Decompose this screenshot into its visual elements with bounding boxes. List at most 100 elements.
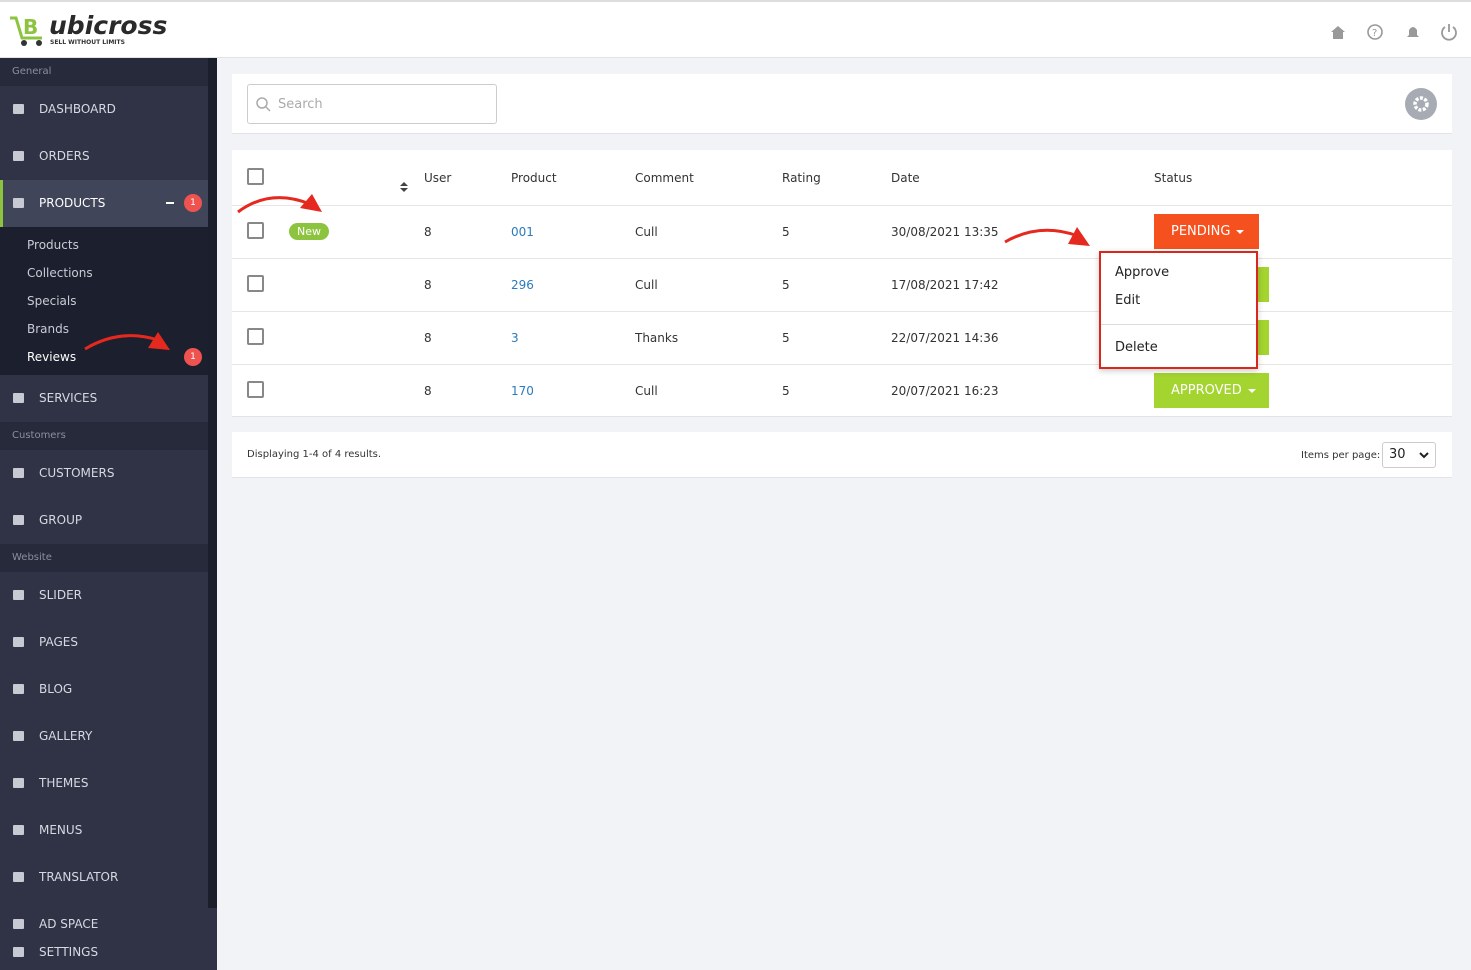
- nav-icon: [13, 393, 24, 403]
- nav-item[interactable]: GALLERY: [0, 713, 217, 760]
- submenu-item[interactable]: Collections: [0, 259, 217, 287]
- status-button[interactable]: PENDING: [1154, 214, 1259, 249]
- nav-label: TRANSLATOR: [39, 870, 119, 884]
- per-page-select[interactable]: 30: [1382, 442, 1436, 468]
- sort-icon[interactable]: [400, 182, 408, 186]
- nav-icon: [13, 637, 24, 647]
- submenu: Products Collections Specials Brands Reviews…: [0, 227, 217, 375]
- select-all[interactable]: [247, 168, 264, 185]
- row-checkbox[interactable]: [247, 275, 264, 292]
- status-dropdown: Approve Edit Delete: [1099, 251, 1258, 369]
- nav-item[interactable]: PRODUCTS 1: [0, 180, 217, 227]
- section-heading: Website: [0, 544, 217, 572]
- nav-item[interactable]: MENUS: [0, 807, 217, 854]
- nav-icon: [13, 104, 24, 114]
- row-checkbox[interactable]: [247, 328, 264, 345]
- comment-cell: Cull: [635, 278, 658, 292]
- nav-label: GALLERY: [39, 729, 93, 743]
- dropdown-item[interactable]: Delete: [1115, 340, 1158, 355]
- nav-item[interactable]: AD SPACE: [0, 901, 217, 948]
- svg-text:B: B: [23, 15, 38, 39]
- nav-label: DASHBOARD: [39, 102, 116, 116]
- scrollbar: [208, 58, 217, 908]
- product-cell[interactable]: 3: [511, 331, 519, 345]
- date-cell: 20/07/2021 16:23: [891, 384, 999, 398]
- section-heading: General: [0, 58, 217, 86]
- nav-item[interactable]: GROUP: [0, 497, 217, 544]
- nav-item[interactable]: DASHBOARD: [0, 86, 217, 133]
- nav-item[interactable]: ORDERS: [0, 133, 217, 180]
- collapse-icon: [166, 202, 174, 204]
- sort-icon[interactable]: [400, 188, 408, 192]
- status-label: PENDING: [1171, 224, 1231, 239]
- nav-label: CUSTOMERS: [39, 466, 115, 480]
- nav-item[interactable]: PAGES: [0, 619, 217, 666]
- nav-item[interactable]: THEMES: [0, 760, 217, 807]
- comment-cell: Thanks: [635, 331, 679, 345]
- submenu-item[interactable]: Brands: [0, 315, 217, 343]
- column-header: Product: [511, 171, 557, 185]
- new-tag: New: [289, 223, 329, 240]
- submenu-item[interactable]: Reviews 1: [0, 343, 217, 371]
- results-summary: Displaying 1-4 of 4 results.: [247, 449, 382, 460]
- logo-icon: B: [10, 15, 42, 46]
- date-cell: 30/08/2021 13:35: [891, 225, 999, 239]
- date-cell: 17/08/2021 17:42: [891, 278, 999, 292]
- svg-text:?: ?: [1372, 28, 1377, 39]
- nav-label: MENUS: [39, 823, 83, 837]
- nav-item[interactable]: SERVICES: [0, 375, 217, 422]
- status-button[interactable]: APPROVED: [1154, 373, 1269, 408]
- submenu-label: Reviews: [27, 350, 77, 364]
- nav-icon: [13, 468, 24, 478]
- rating-cell: 5: [782, 225, 790, 239]
- search-input[interactable]: Search: [247, 84, 497, 124]
- sidebar: General DASHBOARD ORDERS PRODUCTS 1 Products C…: [0, 58, 217, 970]
- settings-label: SETTINGS: [39, 945, 99, 959]
- product-cell[interactable]: 170: [511, 384, 534, 398]
- badge: 1: [184, 194, 202, 212]
- dropdown-item[interactable]: Approve: [1115, 265, 1170, 280]
- column-header: User: [424, 171, 452, 185]
- comment-cell: Cull: [635, 384, 658, 398]
- nav-label: ORDERS: [39, 149, 90, 163]
- badge: 1: [184, 348, 202, 366]
- status-label: APPROVED: [1171, 383, 1242, 398]
- settings-button[interactable]: [1405, 88, 1437, 120]
- rating-cell: 5: [782, 331, 790, 345]
- column-header: Date: [891, 171, 920, 185]
- settings-item[interactable]: SETTINGS: [0, 935, 217, 970]
- rating-cell: 5: [782, 384, 790, 398]
- column-header: Comment: [635, 171, 694, 185]
- row-checkbox[interactable]: [247, 381, 264, 398]
- header-icons[interactable]: ?: [1328, 24, 1458, 42]
- nav-item[interactable]: BLOG: [0, 666, 217, 713]
- nav-icon: [13, 872, 24, 882]
- nav-label: PAGES: [39, 635, 78, 649]
- column-header: Rating: [782, 171, 821, 185]
- dropdown-item[interactable]: Edit: [1115, 293, 1141, 308]
- row-divider: [232, 311, 1452, 312]
- nav-label: SLIDER: [39, 588, 83, 602]
- product-cell[interactable]: 001: [511, 225, 534, 239]
- submenu-item[interactable]: Products: [0, 231, 217, 259]
- gear-icon: [1413, 96, 1429, 112]
- nav-item[interactable]: CUSTOMERS: [0, 450, 217, 497]
- product-cell[interactable]: 296: [511, 278, 534, 292]
- nav-icon: [13, 198, 24, 208]
- submenu-label: Brands: [27, 322, 69, 336]
- submenu-item[interactable]: Specials: [0, 287, 217, 315]
- nav-item[interactable]: TRANSLATOR: [0, 854, 217, 901]
- nav-icon: [13, 778, 24, 788]
- brand-tagline: SELL WITHOUT LIMITS: [50, 39, 125, 46]
- submenu-label: Products: [27, 238, 79, 252]
- row-divider: [232, 258, 1452, 259]
- row-checkbox[interactable]: [247, 222, 264, 239]
- row-divider: [232, 364, 1452, 365]
- nav-item[interactable]: SLIDER: [0, 572, 217, 619]
- column-header: Status: [1154, 171, 1193, 185]
- reviews-table: User Product Comment Rating Date Status New 8 00…: [232, 150, 1452, 417]
- nav-icon: [13, 825, 24, 835]
- caret: [1247, 388, 1256, 393]
